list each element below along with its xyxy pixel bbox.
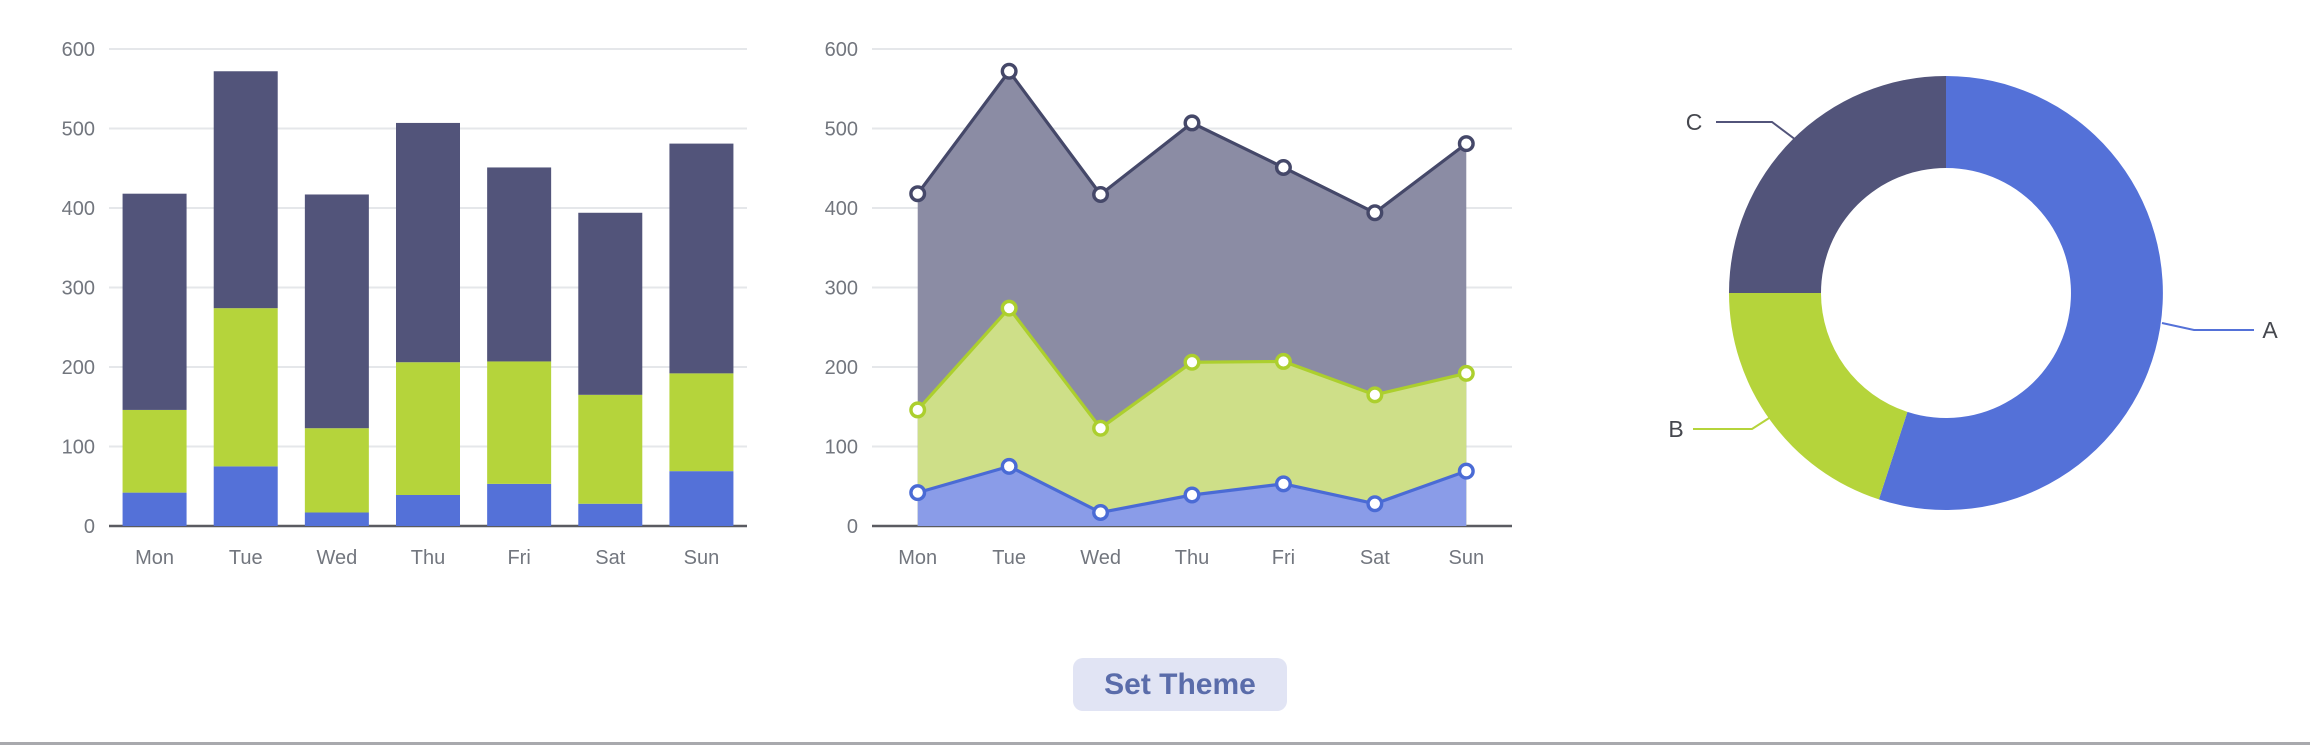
bar-segment-A-Sun[interactable] [669, 471, 734, 526]
point-B-Thu[interactable] [1183, 353, 1201, 371]
x-category-label: Wed [1080, 547, 1121, 569]
point-A-Thu[interactable] [1183, 486, 1201, 504]
bar-segment-B-Sat[interactable] [578, 394, 643, 504]
pie-label-B: B [1668, 416, 1683, 442]
point-C-Mon[interactable] [909, 185, 927, 203]
bar-segment-B-Thu[interactable] [396, 362, 460, 495]
point-A-Sun[interactable] [1457, 462, 1475, 480]
point-B-Tue[interactable] [1000, 299, 1018, 317]
y-tick-label: 100 [825, 437, 858, 459]
x-category-label: Mon [135, 547, 174, 569]
y-tick-label: 600 [825, 39, 858, 61]
donut-pie-chart[interactable]: A B C [1600, 0, 2310, 600]
bar-segment-A-Tue[interactable] [213, 466, 278, 526]
pie-slice-B[interactable] [1729, 293, 1908, 500]
y-tick-label: 400 [825, 198, 858, 220]
y-tick-label: 100 [62, 437, 95, 459]
point-B-Wed[interactable] [1092, 419, 1110, 437]
y-tick-label: 200 [62, 357, 95, 379]
pie-slice-A[interactable] [1878, 76, 2163, 510]
pie-label-C: C [1686, 109, 1703, 135]
y-tick-label: 600 [62, 39, 95, 61]
pie-leader-line-B [1693, 412, 1778, 430]
y-tick-label: 400 [62, 198, 95, 220]
point-B-Sat[interactable] [1366, 386, 1384, 404]
y-tick-label: 0 [847, 516, 858, 538]
point-C-Fri[interactable] [1274, 158, 1292, 176]
point-A-Fri[interactable] [1274, 475, 1292, 493]
y-tick-label: 200 [825, 357, 858, 379]
y-tick-label: 300 [62, 278, 95, 300]
x-category-label: Fri [1272, 547, 1295, 569]
y-tick-label: 500 [62, 119, 95, 141]
bar-segment-C-Mon[interactable] [122, 193, 187, 410]
x-category-label: Mon [898, 547, 937, 569]
bar-segment-B-Tue[interactable] [213, 308, 278, 467]
bar-segment-B-Sun[interactable] [669, 373, 734, 472]
point-A-Tue[interactable] [1000, 457, 1018, 475]
y-tick-label: 500 [825, 119, 858, 141]
x-category-label: Tue [992, 547, 1026, 569]
bar-segment-C-Fri[interactable] [487, 167, 552, 362]
bar-segment-A-Sat[interactable] [578, 503, 643, 526]
pie-leader-line-A [2161, 322, 2254, 331]
point-B-Mon[interactable] [909, 401, 927, 419]
point-B-Fri[interactable] [1274, 352, 1292, 370]
x-category-label: Sun [684, 547, 720, 569]
bar-segment-B-Fri[interactable] [487, 361, 552, 484]
point-C-Sun[interactable] [1457, 135, 1475, 153]
bar-segment-A-Fri[interactable] [487, 483, 552, 526]
x-category-label: Fri [507, 547, 530, 569]
pie-slice-C[interactable] [1729, 76, 1946, 293]
stacked-bar-chart[interactable]: 0 100 200 300 400 500 600 Mon Tue Wed Thu Fri Sat Sun [0, 0, 800, 600]
x-category-label: Thu [1175, 547, 1209, 569]
bottom-divider [0, 742, 2310, 745]
point-C-Sat[interactable] [1366, 204, 1384, 222]
pie-label-A: A [2262, 317, 2278, 343]
x-category-label: Sat [595, 547, 625, 569]
point-A-Mon[interactable] [909, 484, 927, 502]
point-B-Sun[interactable] [1457, 364, 1475, 382]
x-category-label: Sat [1360, 547, 1390, 569]
bar-chart-canvas: 0 100 200 300 400 500 600 Mon Tue Wed Thu Fri Sat Sun [62, 39, 747, 569]
bar-segment-B-Wed[interactable] [304, 428, 369, 513]
point-A-Wed[interactable] [1092, 503, 1110, 521]
point-C-Tue[interactable] [1000, 62, 1018, 80]
bar-segment-C-Wed[interactable] [304, 194, 369, 429]
set-theme-button[interactable]: Set Theme [1073, 658, 1287, 711]
pie-leader-line-C [1716, 121, 1797, 141]
bar-segment-C-Thu[interactable] [396, 122, 460, 363]
bar-segment-A-Mon[interactable] [122, 492, 187, 526]
y-tick-label: 0 [84, 516, 95, 538]
bar-segment-C-Sun[interactable] [669, 143, 734, 374]
bar-segment-C-Sat[interactable] [578, 212, 643, 395]
area-chart-canvas: 0 100 200 300 400 500 600 Mon Tue Wed Thu Fri Sat Sun [825, 39, 1512, 569]
x-category-label: Tue [229, 547, 263, 569]
y-tick-label: 300 [825, 278, 858, 300]
area-fill-B[interactable] [917, 308, 1467, 526]
pie-chart-canvas: A B C [1668, 76, 2278, 510]
bar-segment-A-Thu[interactable] [396, 494, 460, 526]
x-category-label: Sun [1448, 547, 1484, 569]
x-category-label: Thu [411, 547, 445, 569]
bar-segment-A-Wed[interactable] [304, 512, 369, 526]
x-category-label: Wed [316, 547, 357, 569]
bar-segment-B-Mon[interactable] [122, 409, 187, 493]
point-C-Wed[interactable] [1092, 185, 1110, 203]
stacked-area-chart[interactable]: 0 100 200 300 400 500 600 Mon Tue Wed Thu Fri Sat Sun [810, 0, 1570, 600]
point-A-Sat[interactable] [1366, 495, 1384, 513]
point-C-Thu[interactable] [1183, 114, 1201, 132]
bar-segment-C-Tue[interactable] [213, 71, 278, 309]
